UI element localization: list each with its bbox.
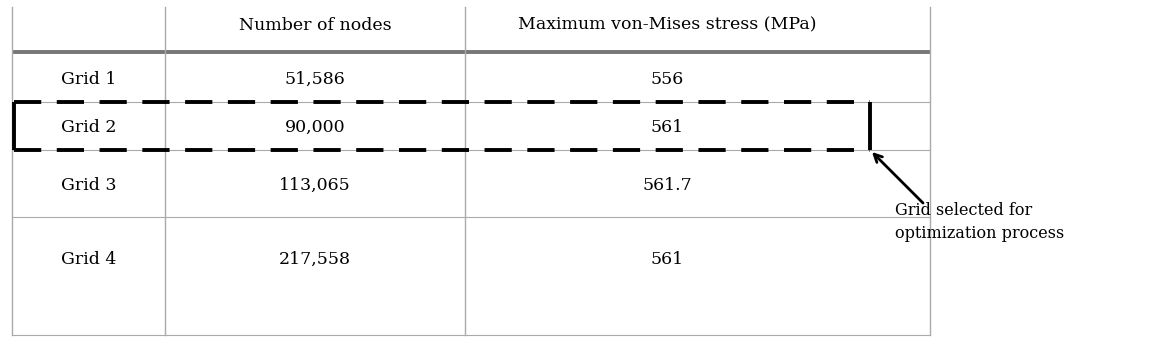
Text: 51,586: 51,586 xyxy=(285,70,346,87)
Text: Grid selected for
optimization process: Grid selected for optimization process xyxy=(895,202,1064,242)
Text: Grid 2: Grid 2 xyxy=(61,118,117,135)
Text: 90,000: 90,000 xyxy=(285,118,346,135)
Text: Grid 4: Grid 4 xyxy=(61,251,116,268)
Text: Maximum von-Mises stress (MPa): Maximum von-Mises stress (MPa) xyxy=(519,17,816,34)
Text: 113,065: 113,065 xyxy=(279,177,350,194)
Text: Number of nodes: Number of nodes xyxy=(238,17,391,34)
Text: 217,558: 217,558 xyxy=(279,251,352,268)
Text: 556: 556 xyxy=(651,70,684,87)
Text: 561.7: 561.7 xyxy=(642,177,693,194)
Text: Grid 3: Grid 3 xyxy=(61,177,117,194)
Text: 561: 561 xyxy=(651,251,684,268)
Text: 561: 561 xyxy=(651,118,684,135)
Text: Grid 1: Grid 1 xyxy=(61,70,116,87)
